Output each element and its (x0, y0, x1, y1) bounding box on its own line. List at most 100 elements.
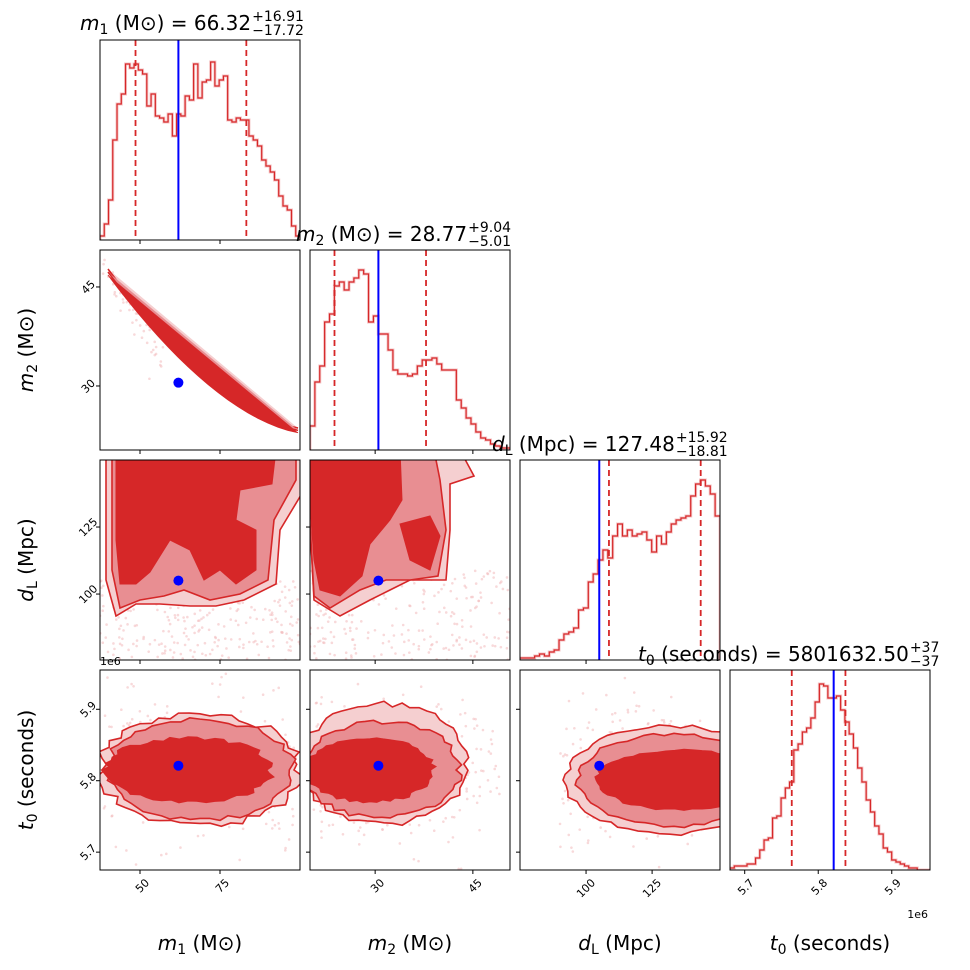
sample-point (267, 810, 271, 814)
sample-point (409, 831, 413, 835)
sample-point (280, 623, 283, 627)
sample-point (316, 626, 320, 630)
sample-point (229, 618, 233, 621)
sample-point (626, 708, 630, 712)
sample-point (442, 647, 445, 650)
sample-point (102, 262, 105, 266)
sample-point (690, 834, 694, 837)
y-axis-label-dL: dL (Mpc) (14, 518, 41, 601)
sample-point (196, 834, 200, 838)
sample-point (328, 616, 331, 619)
x-tick-label: 5.8 (809, 876, 831, 898)
sample-point (580, 665, 583, 668)
sample-point (105, 623, 108, 626)
sample-point (135, 644, 138, 648)
sample-point (315, 657, 318, 660)
sample-point (320, 696, 323, 699)
sample-point (442, 820, 445, 823)
sample-point (291, 580, 295, 583)
sample-point (561, 797, 564, 801)
sample-point (488, 569, 492, 573)
sample-point (278, 827, 281, 830)
sample-point (469, 625, 473, 628)
sample-point (475, 650, 479, 654)
contour-inner (100, 736, 275, 804)
y-offset-label-t0: 1e6 (100, 655, 121, 668)
sample-point (103, 805, 107, 808)
sample-point (486, 572, 490, 576)
y-tick-label: 45 (79, 278, 98, 297)
sample-point (482, 769, 485, 773)
sample-point (185, 634, 188, 638)
sample-point (578, 828, 582, 831)
sample-point (133, 333, 136, 336)
title-upper-error: +37 (910, 640, 940, 656)
sample-point (422, 592, 426, 596)
sample-point (645, 837, 648, 840)
sample-point (480, 577, 484, 581)
sample-point (417, 823, 421, 827)
sample-point (559, 752, 562, 755)
sample-point (394, 652, 397, 655)
axes-frame-m2-t0 (309, 669, 511, 871)
sample-point (319, 809, 322, 813)
sample-point (394, 607, 398, 610)
sample-point (382, 594, 386, 597)
sample-point (586, 841, 590, 845)
sample-point (271, 613, 274, 617)
sample-point (366, 631, 370, 634)
sample-point (497, 775, 501, 779)
panel-m1-dL (100, 460, 300, 660)
hist-line-m2 (310, 269, 510, 450)
sample-point (347, 613, 351, 617)
truth-marker (173, 760, 184, 771)
sample-point (160, 853, 163, 857)
sample-point (239, 710, 243, 713)
sample-point (124, 616, 128, 620)
sample-point (465, 596, 468, 600)
sample-point (447, 720, 451, 723)
panel-dL-t0 (558, 665, 720, 882)
sample-point (285, 641, 289, 644)
sample-point (479, 591, 482, 594)
sample-point (322, 637, 325, 640)
sample-point (463, 711, 467, 715)
sample-point (102, 604, 105, 608)
sample-point (132, 642, 135, 646)
sample-point (203, 641, 207, 645)
sample-point (501, 587, 505, 591)
sample-point (118, 657, 121, 660)
sample-point (354, 652, 358, 655)
sample-point (103, 714, 107, 718)
sample-point (356, 682, 360, 686)
sample-point (142, 329, 146, 333)
sample-point (421, 600, 425, 604)
sample-point (187, 638, 190, 641)
sample-point (586, 726, 589, 730)
sample-point (432, 829, 436, 833)
sample-point (229, 638, 233, 641)
sample-point (591, 728, 595, 732)
sample-point (474, 582, 478, 585)
sample-point (183, 643, 187, 647)
sample-point (613, 879, 616, 882)
sample-point (478, 828, 481, 832)
sample-point (314, 701, 318, 705)
sample-point (386, 823, 389, 827)
sample-point (100, 579, 103, 583)
sample-point (444, 611, 448, 614)
sample-point (350, 620, 354, 624)
sample-point (366, 636, 370, 640)
sample-point (668, 722, 671, 726)
sample-point (447, 648, 451, 652)
sample-point (464, 638, 468, 642)
sample-point (391, 624, 394, 627)
sample-point (179, 846, 182, 849)
x-tick-label: 30 (368, 876, 387, 895)
sample-point (112, 653, 115, 657)
sample-point (138, 324, 142, 327)
axes-frame-dL-dL (519, 459, 721, 661)
sample-point (490, 601, 493, 605)
truth-marker (373, 760, 384, 771)
